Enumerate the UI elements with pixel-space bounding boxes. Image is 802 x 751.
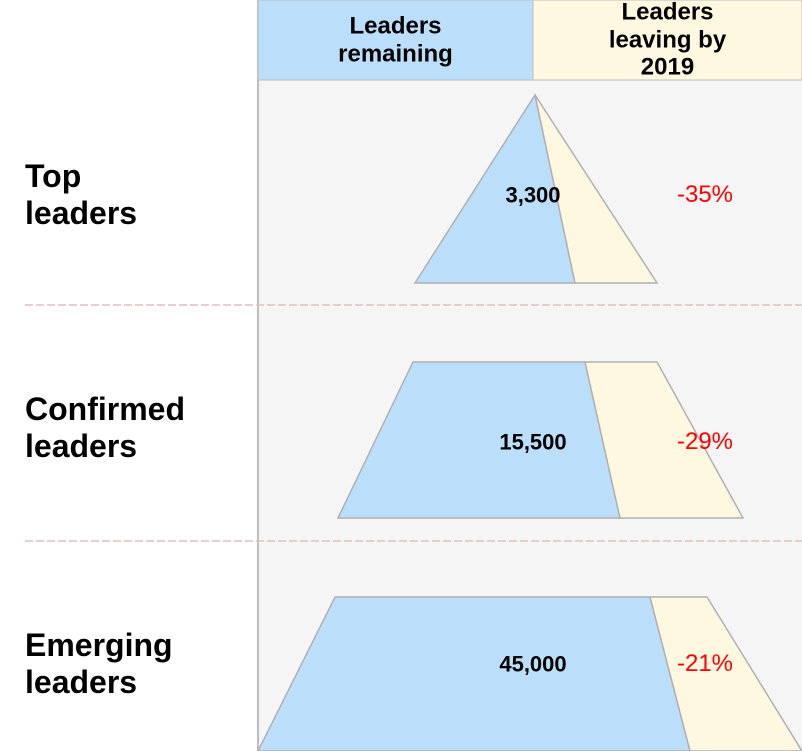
category-label: Confirmed leaders: [25, 391, 185, 464]
value-label: -29%: [676, 428, 734, 456]
value-label: 3,300: [505, 182, 561, 208]
value-label: -35%: [676, 181, 734, 209]
value-label: 15,500: [499, 429, 567, 455]
value-label: -21%: [676, 650, 734, 678]
category-label: Top leaders: [25, 158, 138, 231]
legend-label: Leaders remaining: [338, 12, 453, 67]
legend-label: Leaders leaving by 2019: [608, 0, 727, 81]
category-label: Emerging leaders: [25, 627, 173, 700]
segment: [649, 596, 802, 751]
segment: [534, 94, 659, 284]
value-label: 45,000: [499, 651, 567, 677]
legend-swatch: [257, 0, 534, 81]
segment: [257, 596, 691, 751]
legend-swatch: [532, 0, 802, 81]
segment: [584, 361, 745, 519]
